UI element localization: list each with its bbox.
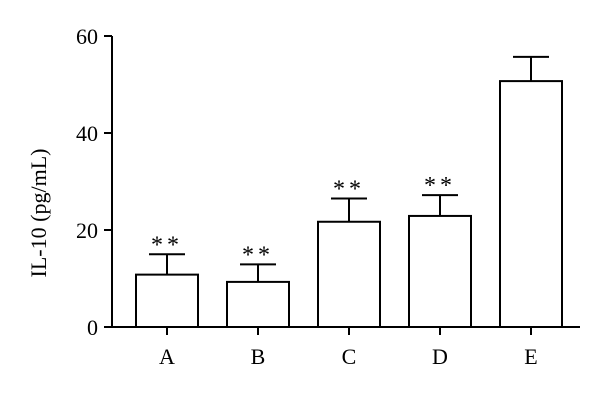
x-tick-label: E [524,344,537,369]
x-tick-label: C [342,344,357,369]
y-tick-label: 0 [87,315,98,340]
bar-D [408,214,472,328]
y-tick-label: 20 [76,218,98,243]
x-tick-label: A [159,344,175,369]
x-tick-label: D [432,344,448,369]
significance-label: ** [242,242,274,268]
y-axis-label: IL-10 (pg/mL) [26,149,51,278]
significance-label: ** [333,176,365,202]
x-tick-label: B [251,344,266,369]
bar-A [135,273,199,328]
y-tick-label: 40 [76,121,98,146]
x-axis: A B C D E [112,326,580,369]
bar-C [317,220,381,329]
plot-area: ** ** ** ** [135,55,563,329]
bar-E [499,80,563,329]
bar-B [226,280,290,328]
y-tick-label: 60 [76,24,98,49]
y-axis: 0 20 40 60 [76,24,113,340]
significance-label: ** [151,232,183,258]
significance-label: ** [424,173,456,199]
